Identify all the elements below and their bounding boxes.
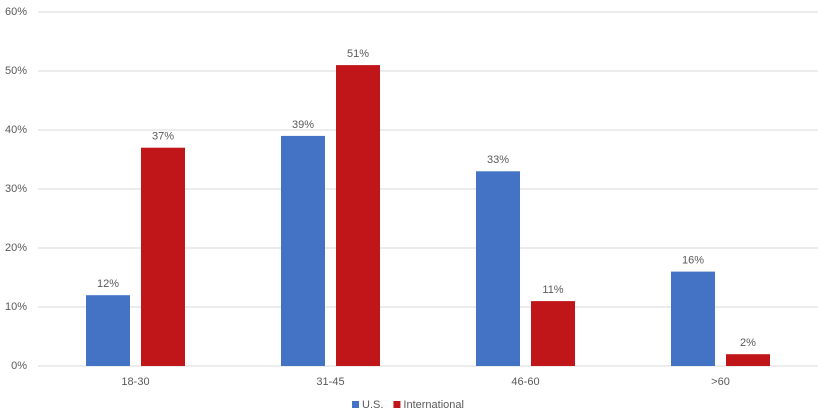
y-tick-label: 40% <box>5 124 27 136</box>
bar <box>531 301 575 366</box>
y-tick-label: 30% <box>5 183 27 195</box>
data-label: 37% <box>152 131 174 143</box>
x-tick-label: 18-30 <box>121 376 149 388</box>
bar <box>141 147 185 366</box>
data-label: 51% <box>347 48 369 60</box>
y-tick-label: 20% <box>5 242 27 254</box>
bar <box>336 65 380 366</box>
data-label: 2% <box>740 337 756 349</box>
y-tick-label: 60% <box>5 6 27 18</box>
y-tick-label: 50% <box>5 65 27 77</box>
x-tick-label: 46-60 <box>511 376 539 388</box>
x-tick-label: >60 <box>711 376 730 388</box>
data-label: 11% <box>542 284 563 296</box>
legend-label: U.S. <box>362 399 383 411</box>
legend-label: International <box>403 399 464 411</box>
bar <box>281 135 325 366</box>
data-label: 16% <box>682 255 704 267</box>
bar <box>476 171 520 366</box>
x-tick-label: 31-45 <box>316 376 344 388</box>
legend-swatch <box>352 401 360 408</box>
y-tick-label: 10% <box>5 301 27 313</box>
data-label: 12% <box>97 278 119 290</box>
data-label: 39% <box>292 119 314 131</box>
data-label: 33% <box>487 154 509 166</box>
bar <box>86 295 130 366</box>
y-tick-label: 0% <box>11 360 27 372</box>
bar <box>726 354 770 366</box>
legend-swatch <box>393 401 401 408</box>
bar <box>671 271 715 366</box>
